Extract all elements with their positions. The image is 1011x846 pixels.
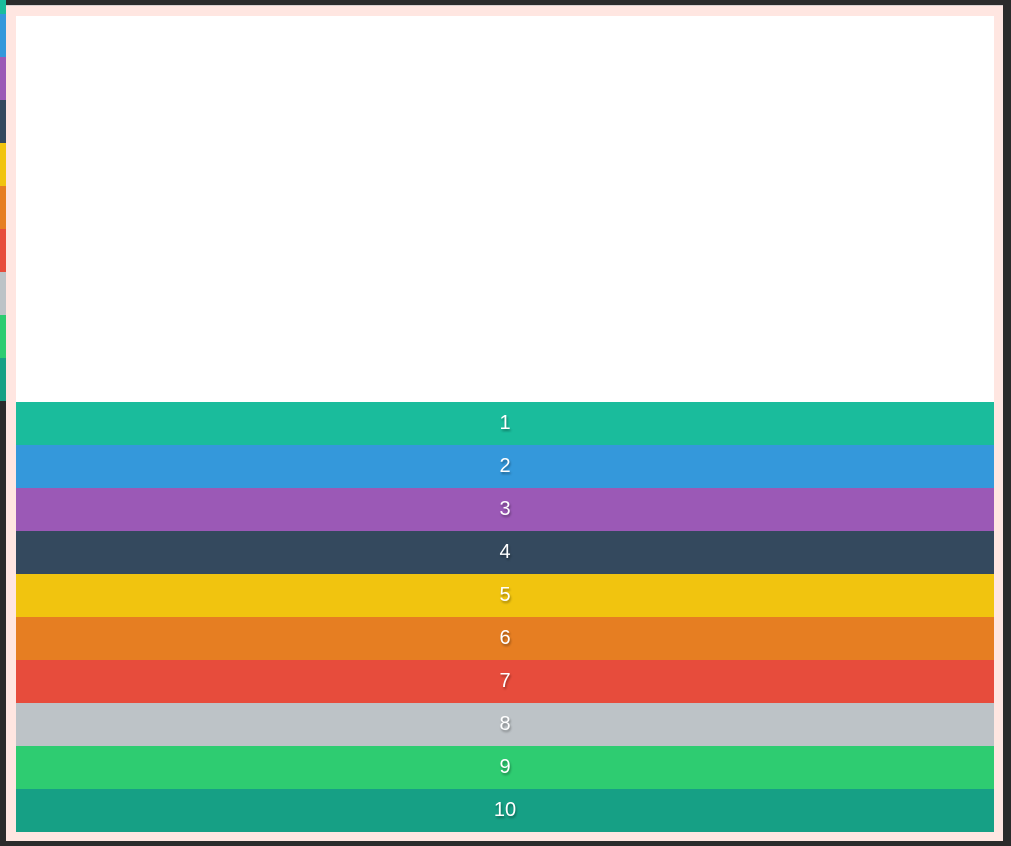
list-item[interactable]: 6 (16, 617, 994, 660)
strip-segment (0, 186, 6, 229)
left-color-strip (0, 0, 6, 846)
list-item[interactable]: 4 (16, 531, 994, 574)
list-item[interactable]: 8 (16, 703, 994, 746)
list-item[interactable]: 1 (16, 402, 994, 445)
strip-segment (0, 315, 6, 358)
strip-segment (0, 143, 6, 186)
list-item[interactable]: 5 (16, 574, 994, 617)
list-item[interactable]: 2 (16, 445, 994, 488)
strip-segment (0, 358, 6, 401)
strip-segment (0, 229, 6, 272)
list-item[interactable]: 3 (16, 488, 994, 531)
strip-segment (0, 100, 6, 143)
demo-canvas: 1 2 3 4 5 6 7 8 9 10 (16, 16, 994, 832)
strip-segment (0, 0, 6, 14)
list-item[interactable]: 9 (16, 746, 994, 789)
item-stack: 1 2 3 4 5 6 7 8 9 10 (16, 402, 994, 832)
strip-segment (0, 272, 6, 315)
demo-frame: 1 2 3 4 5 6 7 8 9 10 (6, 5, 1003, 841)
right-edge (1003, 0, 1011, 846)
list-item[interactable]: 10 (16, 789, 994, 832)
list-item[interactable]: 7 (16, 660, 994, 703)
strip-segment (0, 14, 6, 57)
strip-segment (0, 57, 6, 100)
